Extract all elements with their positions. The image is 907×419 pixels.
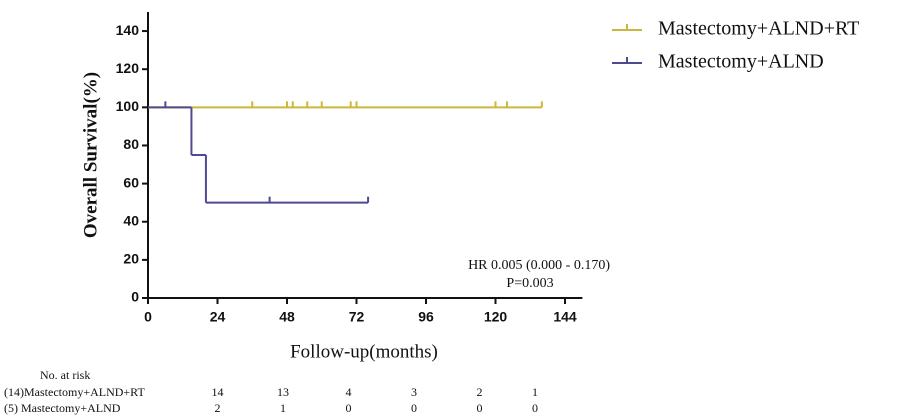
risk-count: 2 [477,385,483,399]
risk-count: 3 [411,385,417,399]
y-axis-label: Overall Survival(%) [80,72,101,238]
y-tick-label: 60 [123,174,139,190]
y-tick-label: 20 [123,251,139,267]
annotation: HR 0.005 (0.000 - 0.170) [468,258,610,273]
x-tick-label: 96 [418,309,434,325]
annotation: P=0.003 [506,276,553,291]
y-tick-label: 0 [131,289,139,305]
risk-count: 0 [477,401,483,415]
y-tick-label: 140 [116,22,140,38]
legend-label: Mastectomy+ALND+RT [658,18,859,40]
legend-label: Mastectomy+ALND [658,51,824,73]
x-tick-label: 0 [144,309,152,325]
x-tick-label: 72 [349,309,365,325]
risk-count: 1 [532,385,538,399]
risk-count: 1 [280,401,286,415]
x-tick-label: 144 [553,309,577,325]
risk-count: 14 [212,385,224,399]
x-tick-label: 120 [484,309,508,325]
x-axis-label: Follow-up(months) [290,341,438,362]
y-tick-label: 40 [123,212,139,228]
risk-row-label: (5) Mastectomy+ALND [4,401,121,415]
x-tick-label: 24 [210,309,226,325]
y-tick-label: 120 [116,60,140,76]
risk-count: 2 [215,401,221,415]
y-tick-label: 100 [116,98,140,114]
risk-title: No. at risk [40,368,90,382]
risk-count: 13 [277,385,289,399]
risk-count: 0 [411,401,417,415]
risk-count: 0 [346,401,352,415]
y-tick-label: 80 [123,136,139,152]
risk-count: 0 [532,401,538,415]
risk-row-label: (14)Mastectomy+ALND+RT [4,385,145,399]
x-tick-label: 48 [279,309,295,325]
risk-count: 4 [346,385,352,399]
